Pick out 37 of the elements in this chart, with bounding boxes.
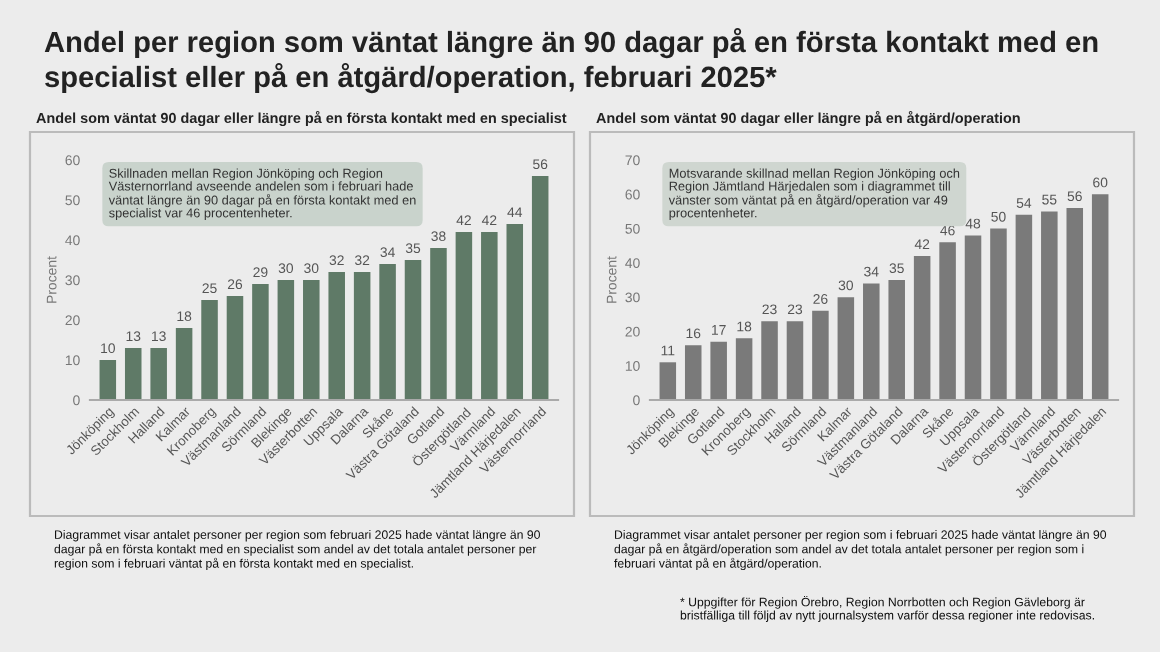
bar: [1066, 208, 1084, 400]
bar: [455, 232, 473, 400]
bar: [379, 264, 396, 400]
bar: [252, 284, 269, 400]
bar: [812, 310, 829, 400]
bar: [124, 348, 142, 400]
bar: [913, 256, 931, 400]
bar: [964, 235, 982, 400]
bar: [430, 248, 447, 400]
bar: [1015, 214, 1033, 400]
bar: [226, 296, 244, 400]
bar: [99, 360, 117, 400]
bar: [1041, 211, 1058, 400]
bar: [353, 272, 371, 400]
bar: [863, 283, 880, 400]
bar: [710, 341, 727, 400]
bar: [735, 338, 753, 400]
bar: [481, 232, 498, 400]
bar: [150, 348, 167, 400]
bar: [761, 321, 778, 400]
bar: [328, 272, 345, 400]
chart-title: Andel per region som väntat längre än 90 dagar på en första kontakt med en specialist eller på en åtgärd/operation, februari 2025*: [44, 28, 1098, 94]
bar: [404, 260, 422, 400]
bar: [506, 224, 524, 400]
bar: [990, 228, 1007, 400]
bar: [277, 280, 295, 400]
bar: [837, 297, 855, 400]
bar: [1091, 194, 1109, 400]
bar: [201, 300, 218, 400]
bar: [531, 176, 549, 400]
bar: [659, 362, 677, 400]
bar: [175, 328, 193, 400]
bar: [684, 345, 702, 400]
bar: [303, 280, 320, 400]
bar: [786, 321, 804, 400]
bar: [939, 242, 956, 400]
bar: [888, 280, 905, 400]
